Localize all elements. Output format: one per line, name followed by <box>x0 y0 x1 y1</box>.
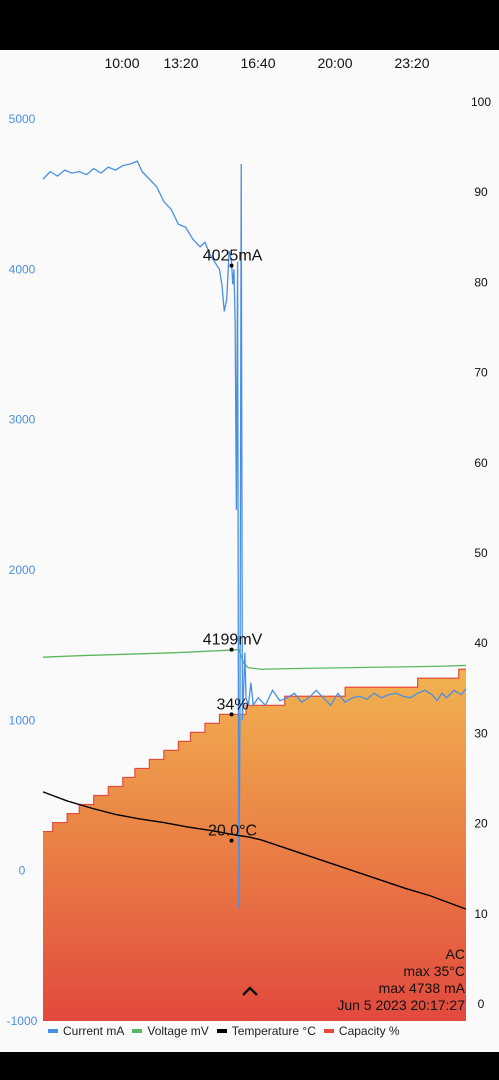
legend-label: Current mA <box>63 1024 125 1038</box>
y-right-tick-label: 100 <box>471 95 491 109</box>
y-right-tick-label: 80 <box>474 275 488 289</box>
timestamp: Jun 5 2023 20:17:27 <box>337 997 465 1013</box>
legend-swatch-capacity <box>323 1029 334 1033</box>
marker-dot <box>229 712 234 717</box>
x-tick-label: 13:20 <box>163 55 198 71</box>
y-right-tick-label: 70 <box>474 366 488 380</box>
legend-item-capacity: Capacity % <box>323 1024 400 1038</box>
marker-label: 34% <box>217 696 249 713</box>
navigation-bar <box>0 1052 499 1080</box>
current-line <box>42 160 467 909</box>
y-right-tick-label: 20 <box>474 817 488 831</box>
marker-label: 4025mA <box>203 248 263 265</box>
capacity-line <box>43 668 466 833</box>
y-left-tick-label: 2000 <box>9 563 36 577</box>
power-source: AC <box>445 946 465 962</box>
marker-label: 4199mV <box>203 632 263 649</box>
y-right-tick-label: 40 <box>474 636 488 650</box>
legend-swatch-current <box>48 1029 58 1033</box>
x-tick-label: 10:00 <box>104 55 139 71</box>
y-left-tick-label: 1000 <box>9 713 36 727</box>
max-temperature: max 35°C <box>403 963 465 979</box>
chevron-up-icon[interactable] <box>238 980 262 1002</box>
y-left-tick-label: 0 <box>19 864 26 878</box>
info-panel: AC max 35°C max 4738 mA Jun 5 2023 20:17… <box>337 946 465 1014</box>
y-right-tick-label: 0 <box>478 997 485 1011</box>
marker-label: 20.0°C <box>208 823 257 840</box>
voltage-line <box>42 649 467 670</box>
y-right-tick-label: 30 <box>474 726 488 740</box>
legend-swatch-temperature <box>216 1029 227 1033</box>
y-right-tick-label: 10 <box>474 907 488 921</box>
y-left-tick-label: 4000 <box>9 262 36 276</box>
y-left-tick-label: -1000 <box>7 1014 38 1028</box>
legend-label: Capacity % <box>338 1024 400 1038</box>
y-left-tick-label: 5000 <box>9 112 36 126</box>
y-right-tick-label: 50 <box>474 546 488 560</box>
marker-dot <box>229 263 234 268</box>
legend: Current mA Voltage mV Temperature °C Cap… <box>48 1024 400 1038</box>
x-tick-label: 20:00 <box>317 55 352 71</box>
capacity-area <box>43 669 466 1021</box>
legend-item-temperature: Temperature °C <box>216 1024 316 1038</box>
x-tick-label: 16:40 <box>240 55 275 71</box>
y-right-tick-label: 60 <box>474 456 488 470</box>
y-right-tick-label: 90 <box>474 185 488 199</box>
status-bar <box>0 0 499 50</box>
legend-label: Temperature °C <box>231 1024 316 1038</box>
legend-label: Voltage mV <box>147 1024 209 1038</box>
legend-item-voltage: Voltage mV <box>132 1024 209 1038</box>
legend-item-current: Current mA <box>48 1024 124 1038</box>
y-left-tick-label: 3000 <box>9 413 36 427</box>
marker-dot <box>229 647 234 652</box>
marker-dot <box>229 838 234 843</box>
x-tick-label: 23:20 <box>394 55 429 71</box>
max-current: max 4738 mA <box>378 980 465 996</box>
legend-swatch-voltage <box>132 1029 143 1033</box>
temperature-line <box>42 791 467 910</box>
